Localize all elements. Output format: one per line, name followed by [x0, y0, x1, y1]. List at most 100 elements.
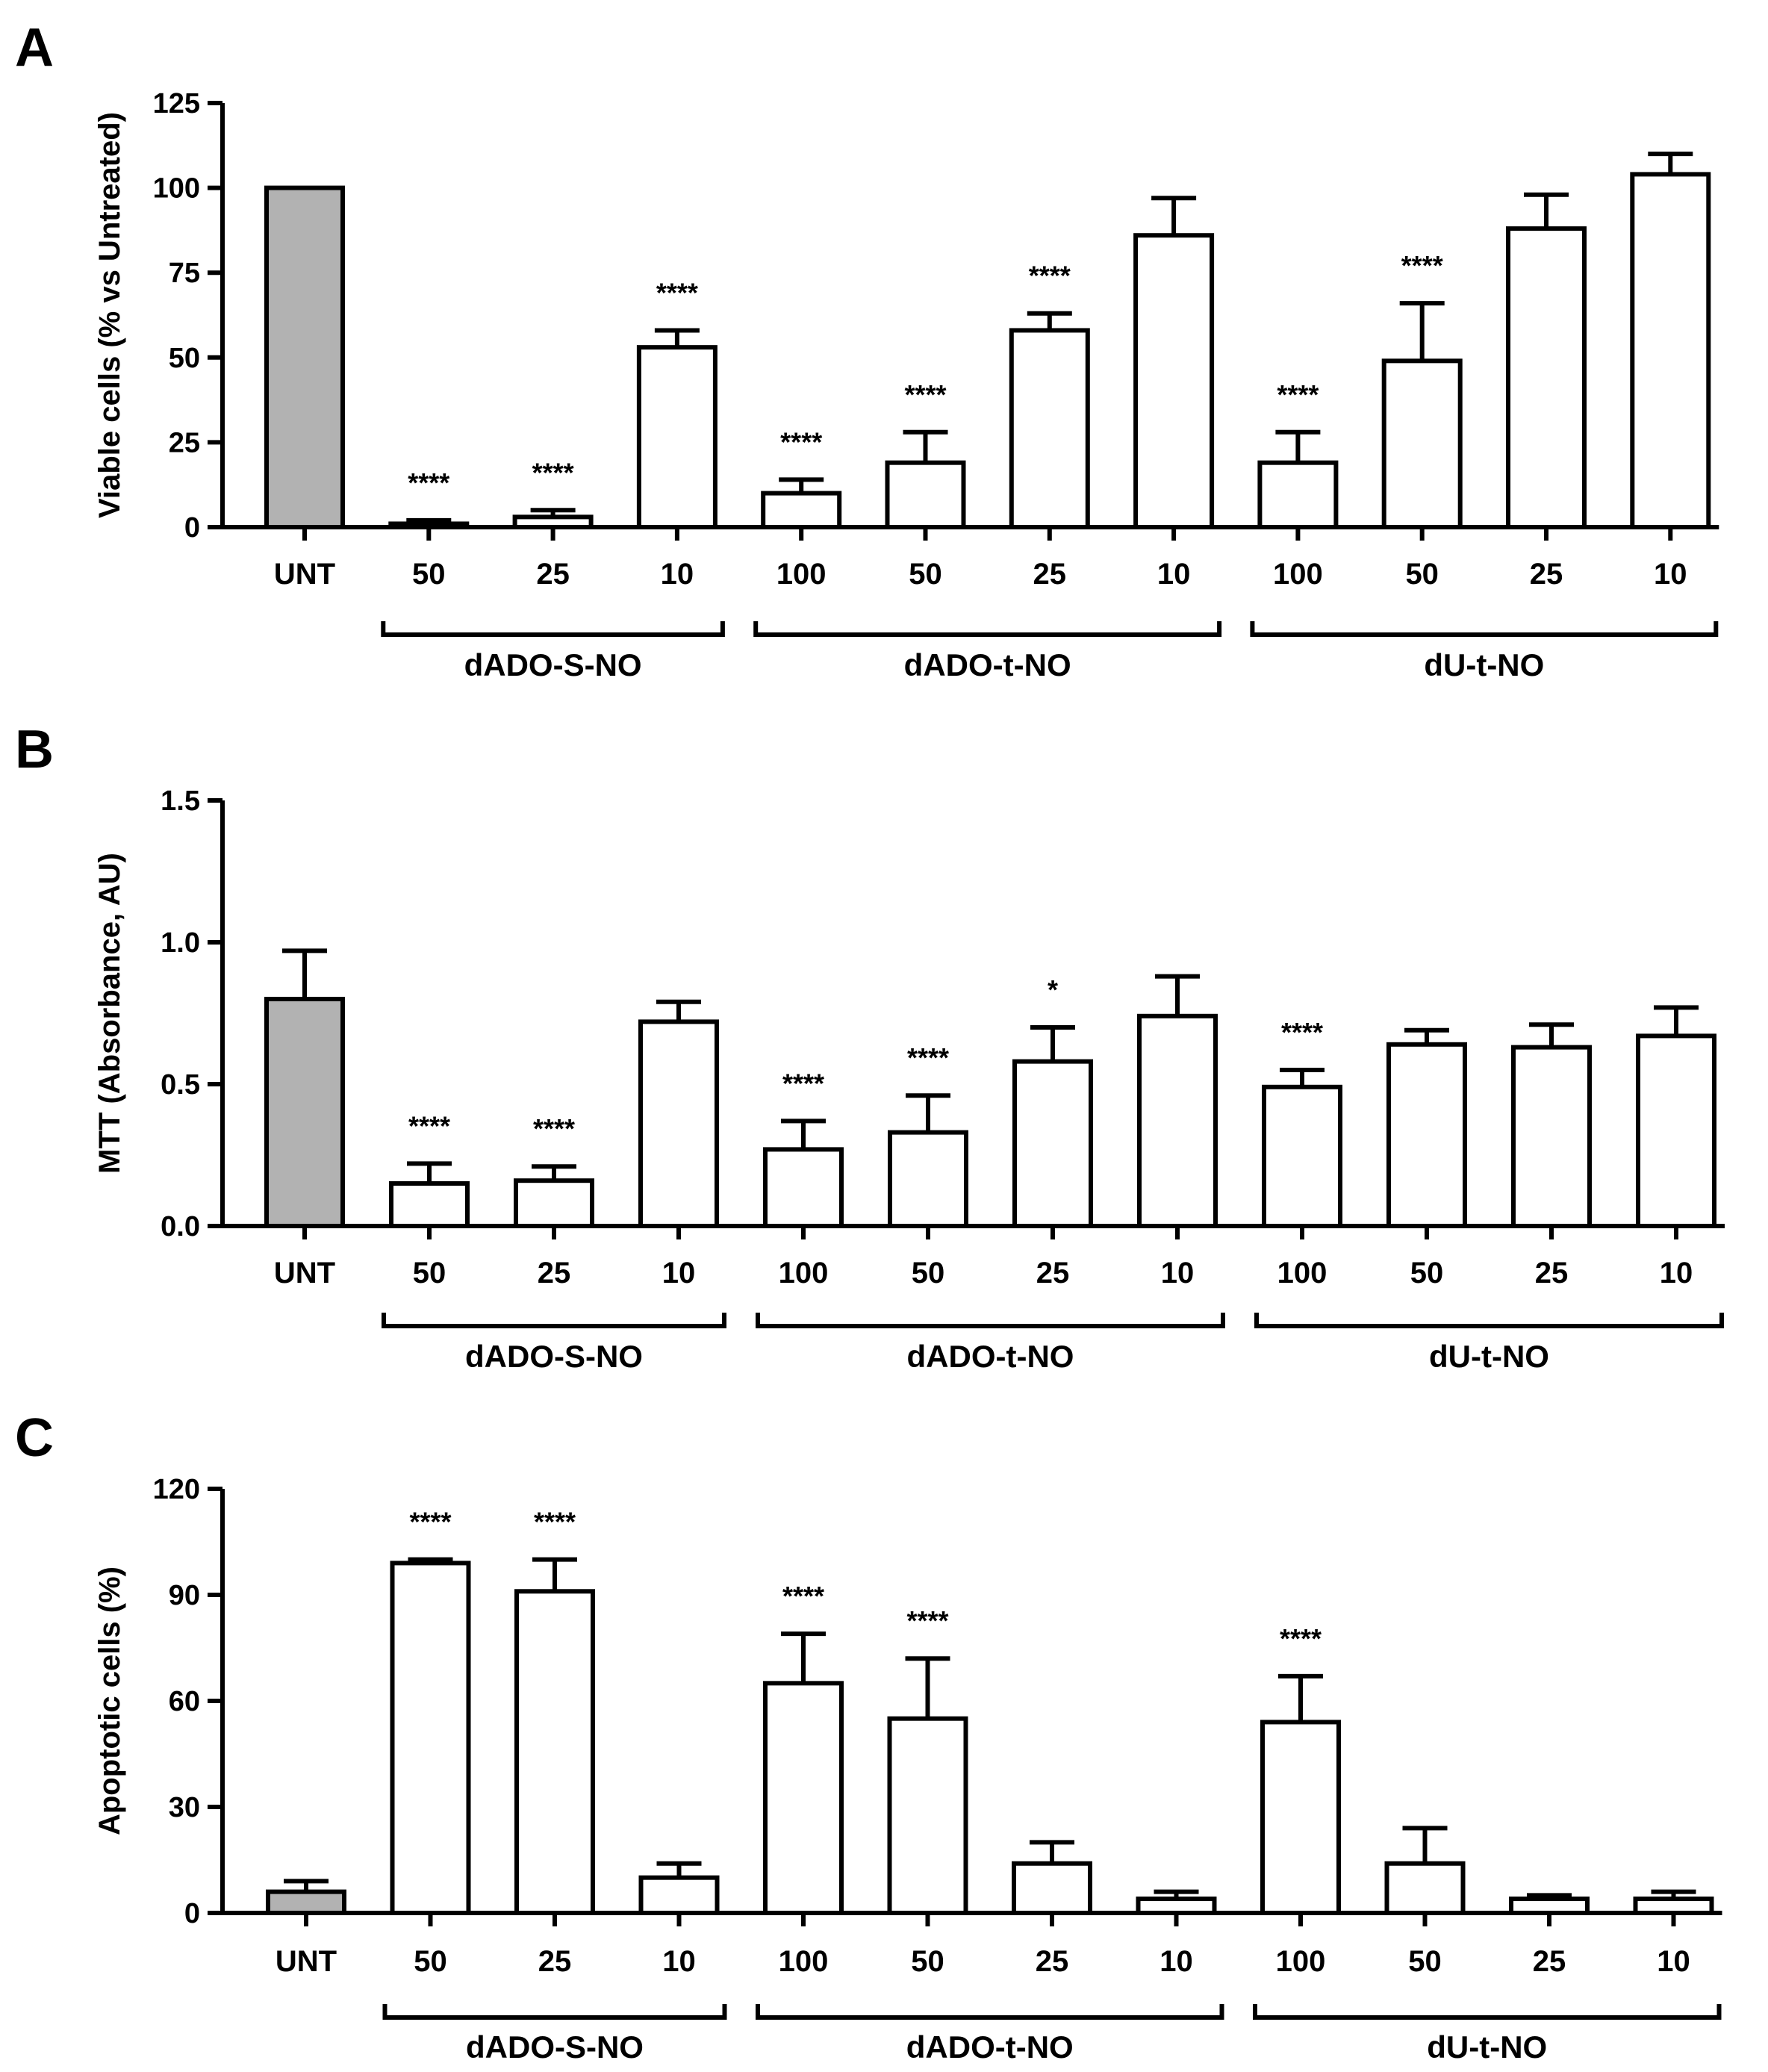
- group-label: dADO-t-NO: [907, 1339, 1074, 1374]
- group-label: dADO-t-NO: [906, 2029, 1074, 2065]
- bar: [1633, 1897, 1714, 1915]
- group-bracket: [1254, 1313, 1724, 1328]
- y-axis-label: MTT (Absorbance, AU): [93, 853, 126, 1174]
- significance-label: ****: [1281, 1017, 1323, 1048]
- group-label: dU-t-NO: [1424, 647, 1544, 682]
- bar: [636, 345, 718, 529]
- category-label: 50: [1410, 1257, 1444, 1289]
- significance-label: *: [1048, 974, 1058, 1005]
- bar: [1133, 233, 1215, 529]
- category-label: 100: [1273, 558, 1323, 591]
- significance-label: ****: [1029, 261, 1071, 291]
- category-label: 25: [538, 1945, 572, 1978]
- significance-label: ****: [1401, 250, 1443, 281]
- bar: [1262, 1084, 1342, 1229]
- category-label: 10: [1654, 558, 1687, 591]
- group-label: dADO-t-NO: [904, 647, 1071, 682]
- bar: [887, 1716, 968, 1916]
- group-bracket: [382, 2004, 727, 2020]
- y-tick-label: 0.0: [161, 1211, 200, 1242]
- bar: [1137, 1013, 1218, 1229]
- y-tick-label: 30: [169, 1792, 200, 1823]
- significance-label: ****: [534, 1507, 576, 1537]
- group-bracket: [381, 621, 725, 637]
- category-label: 10: [1660, 1257, 1693, 1289]
- category-label: 50: [912, 1257, 945, 1289]
- category-label: 25: [1033, 558, 1067, 591]
- category-label: 50: [909, 558, 942, 591]
- group-bracket: [1250, 621, 1719, 637]
- group-bracket: [753, 621, 1222, 637]
- category-label: 25: [1530, 558, 1563, 591]
- group-bracket: [382, 1313, 726, 1328]
- bar: [1630, 172, 1711, 529]
- bar: [264, 185, 345, 529]
- category-label: 50: [1405, 558, 1439, 591]
- category-label: UNT: [276, 1945, 337, 1978]
- significance-label: ****: [408, 1110, 450, 1141]
- significance-label: ****: [533, 1113, 575, 1144]
- bar: [1511, 1045, 1592, 1228]
- chart-panel-c: C Apoptotic cells (%) 0 30 60 90 120 UNT **** 50 *…: [15, 1408, 1722, 2065]
- y-tick-label: 25: [169, 427, 200, 458]
- chart-panel-a: A Viable cells (% vs Untreated) 0 25 50 75 100…: [15, 18, 1719, 682]
- y-tick-label: 60: [169, 1686, 200, 1717]
- bar: [761, 491, 842, 529]
- group-label: dADO-S-NO: [465, 1339, 643, 1374]
- bar: [1636, 1033, 1716, 1229]
- group-bracket: [756, 2004, 1224, 2020]
- category-label: 25: [1535, 1257, 1569, 1289]
- panel-letter: B: [15, 720, 54, 780]
- bar: [888, 1130, 968, 1228]
- bar: [1009, 328, 1090, 529]
- bar: [1260, 1720, 1341, 1915]
- y-axis-label: Apoptotic cells (%): [93, 1567, 126, 1835]
- bar: [1509, 1897, 1590, 1915]
- bar: [389, 1181, 470, 1228]
- category-label: 10: [1161, 1257, 1195, 1289]
- category-label: 10: [661, 558, 694, 591]
- category-label: 10: [662, 1945, 696, 1978]
- y-tick-label: 50: [169, 343, 200, 374]
- significance-label: ****: [782, 1068, 824, 1098]
- group-label: dU-t-NO: [1429, 1339, 1549, 1374]
- category-label: 50: [412, 558, 446, 591]
- bar: [514, 1178, 594, 1228]
- y-tick-label: 120: [153, 1474, 200, 1505]
- significance-label: ****: [408, 467, 449, 498]
- category-label: 100: [779, 1945, 829, 1978]
- bar: [1506, 226, 1587, 529]
- significance-label: ****: [409, 1507, 451, 1537]
- bar: [638, 1019, 719, 1229]
- group-bracket: [1253, 2004, 1722, 2020]
- category-label: 100: [779, 1257, 829, 1289]
- significance-label: ****: [780, 426, 822, 457]
- category-label: 10: [1160, 1945, 1193, 1978]
- category-label: 50: [414, 1945, 447, 1978]
- significance-label: ****: [904, 379, 946, 410]
- category-label: 25: [1036, 1257, 1070, 1289]
- bar: [1012, 1861, 1092, 1916]
- bar: [512, 514, 594, 529]
- significance-label: ****: [906, 1605, 948, 1636]
- bar: [1386, 1042, 1467, 1229]
- bar: [266, 1889, 346, 1916]
- y-tick-label: 90: [169, 1580, 200, 1611]
- category-label: 50: [413, 1257, 446, 1289]
- bar: [1384, 1861, 1466, 1916]
- category-label: UNT: [274, 558, 335, 591]
- panel-letter: A: [15, 18, 54, 78]
- significance-label: ****: [656, 277, 698, 308]
- y-tick-label: 1.0: [161, 927, 200, 959]
- bar: [763, 1681, 844, 1915]
- category-label: 25: [538, 1257, 571, 1289]
- y-tick-label: 0: [184, 1898, 200, 1929]
- bar: [264, 997, 345, 1228]
- category-label: 25: [536, 558, 570, 591]
- bar: [1012, 1059, 1093, 1228]
- panel-letter: C: [15, 1408, 54, 1468]
- category-label: 10: [1657, 1945, 1690, 1978]
- bar: [390, 1561, 471, 1915]
- category-label: 25: [1036, 1945, 1069, 1978]
- group-label: dU-t-NO: [1427, 2029, 1547, 2065]
